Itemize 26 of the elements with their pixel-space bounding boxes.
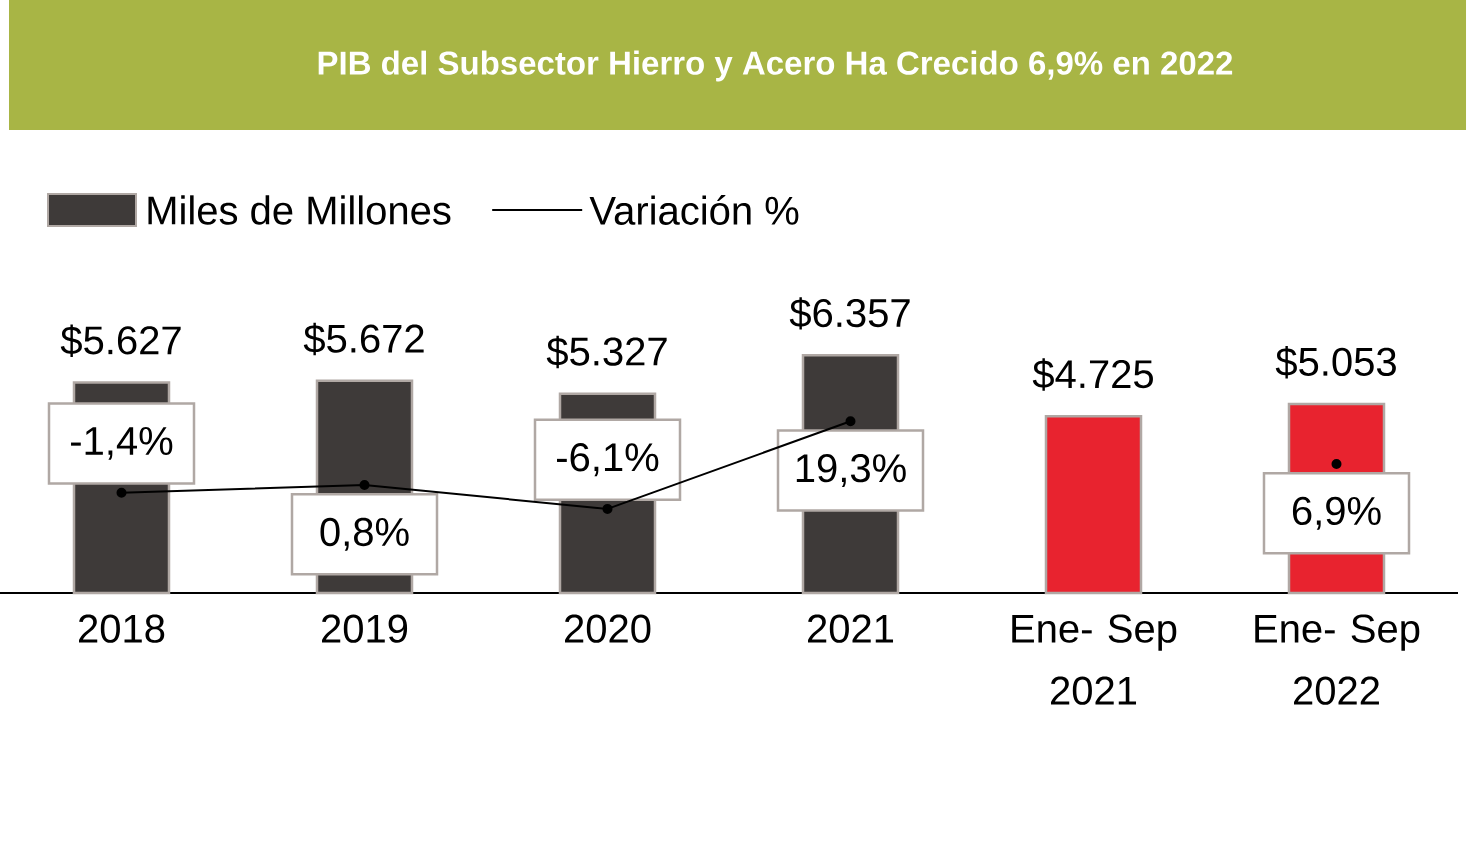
data-label: $5.672	[303, 322, 424, 356]
x-tick-label: 2018	[79, 614, 165, 643]
data-label: $5.053	[1275, 346, 1396, 379]
point	[116, 487, 127, 498]
point	[1331, 459, 1342, 470]
x-tick-label: 2021	[808, 614, 894, 643]
legend-label: Miles de Millones	[148, 195, 451, 225]
x-tick-label: 2020	[565, 614, 651, 643]
x-tick-label: Ene- Sep 2022	[1255, 614, 1420, 705]
data-label: $5.327	[546, 335, 667, 369]
data-label: -1,4%	[71, 426, 173, 460]
legend-label: Variación %	[589, 195, 799, 225]
point	[359, 480, 370, 491]
data-label: 0,8%	[320, 517, 409, 551]
x-tick-label: Ene- Sep 2021	[1012, 614, 1177, 705]
data-label: $5.627	[60, 324, 181, 357]
data-label: $6.357	[789, 297, 910, 330]
data-label: 6,9%	[1292, 496, 1381, 530]
data-label: $4.725	[1032, 358, 1153, 391]
data-label: 19,3%	[796, 453, 906, 488]
data-label: -6,1%	[557, 443, 659, 477]
point	[602, 503, 613, 514]
point	[845, 416, 856, 427]
chart-title: PIB del Subsector Hierro y Acero Ha Crecido 6,9% en 2022	[318, 50, 1233, 82]
x-tick-label: 2019	[322, 614, 408, 643]
bar	[1044, 414, 1143, 595]
